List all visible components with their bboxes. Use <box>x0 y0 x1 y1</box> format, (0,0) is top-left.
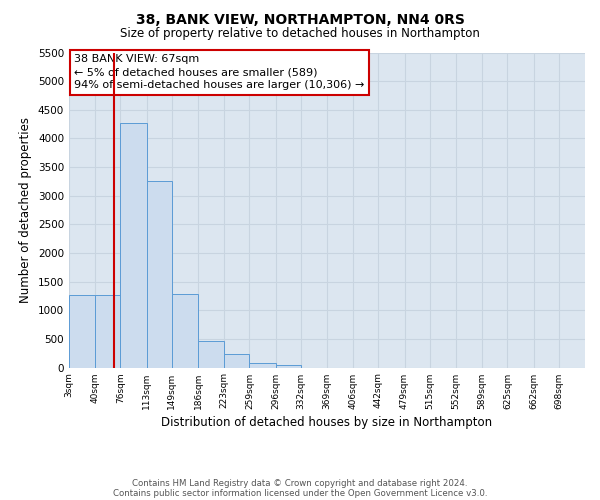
Text: 38, BANK VIEW, NORTHAMPTON, NN4 0RS: 38, BANK VIEW, NORTHAMPTON, NN4 0RS <box>136 12 464 26</box>
Bar <box>250 362 275 368</box>
Bar <box>121 123 146 368</box>
X-axis label: Distribution of detached houses by size in Northampton: Distribution of detached houses by size … <box>161 416 493 428</box>
Bar <box>198 340 224 367</box>
Bar <box>69 295 95 368</box>
Text: Contains public sector information licensed under the Open Government Licence v3: Contains public sector information licen… <box>113 489 487 498</box>
Bar <box>224 354 250 368</box>
Text: Size of property relative to detached houses in Northampton: Size of property relative to detached ho… <box>120 28 480 40</box>
Text: Contains HM Land Registry data © Crown copyright and database right 2024.: Contains HM Land Registry data © Crown c… <box>132 479 468 488</box>
Text: 38 BANK VIEW: 67sqm
← 5% of detached houses are smaller (589)
94% of semi-detach: 38 BANK VIEW: 67sqm ← 5% of detached hou… <box>74 54 365 90</box>
Y-axis label: Number of detached properties: Number of detached properties <box>19 117 32 303</box>
Bar <box>172 294 198 368</box>
Bar <box>146 182 172 368</box>
Bar <box>95 295 121 368</box>
Bar <box>275 365 301 368</box>
